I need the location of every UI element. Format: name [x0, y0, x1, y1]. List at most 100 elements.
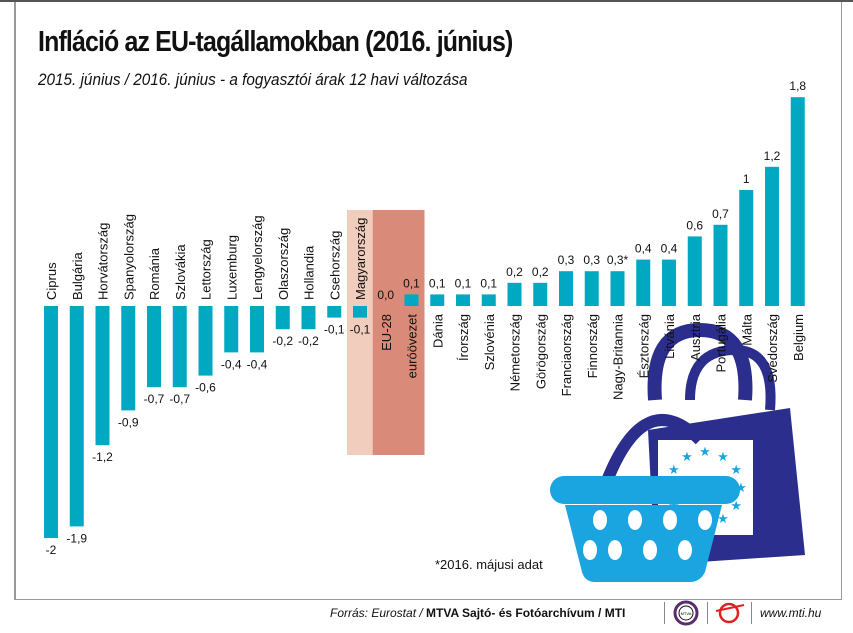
category-label: Lengyelország — [250, 215, 265, 300]
value-label: 1,8 — [789, 79, 806, 93]
website-link[interactable]: www.mti.hu — [760, 606, 822, 620]
category-label: Belgium — [791, 314, 806, 361]
value-label: 0,3* — [607, 253, 629, 267]
bar-Litvánia — [662, 259, 676, 306]
bar-Belgium — [790, 97, 805, 306]
bar-Görögország — [533, 282, 548, 306]
source-prefix: Forrás: Eurostat / — [330, 606, 427, 620]
value-label: 0,2 — [532, 265, 549, 279]
category-label: Spanyolország — [121, 214, 136, 300]
value-label: -0,2 — [272, 334, 293, 348]
divider — [751, 602, 752, 624]
value-label: 0,3 — [583, 253, 600, 267]
category-label: EU-28 — [379, 314, 394, 351]
chart-subtitle: 2015. június / 2016. június - a fogyaszt… — [38, 70, 468, 89]
category-label: Szlovénia — [482, 313, 497, 370]
bar-Írország — [456, 294, 470, 306]
drop-icon — [583, 540, 597, 560]
bar-Románia — [147, 306, 161, 388]
value-label: -0,4 — [247, 357, 268, 371]
star-icon: ★ — [730, 498, 742, 513]
top-rule — [0, 0, 853, 2]
value-label: 0,6 — [686, 218, 703, 232]
category-label: Lettország — [199, 239, 214, 300]
value-label: 0,7 — [712, 207, 729, 221]
category-label: Luxemburg — [224, 235, 239, 300]
bar-Dánia — [430, 294, 445, 306]
bar-Hollandia — [301, 306, 316, 330]
value-label: 0,0 — [377, 288, 394, 302]
divider — [664, 602, 665, 624]
bag-handle-icon — [685, 344, 776, 411]
chart-title: Infláció az EU-tagállamokban (2016. júni… — [38, 26, 513, 58]
category-label: euróövezet — [405, 314, 420, 379]
value-label: 0,2 — [506, 265, 523, 279]
value-label: 0,1 — [455, 276, 472, 290]
bar-Bulgária — [69, 306, 84, 527]
category-label: Bulgária — [70, 252, 85, 300]
category-label: Litvánia — [662, 313, 677, 359]
footnote: *2016. májusi adat — [435, 557, 543, 572]
category-label: Írország — [456, 314, 471, 361]
category-label: Ausztria — [688, 313, 703, 361]
category-label: Olaszország — [276, 228, 291, 300]
category-label: Dánia — [430, 313, 445, 348]
basket-handle-icon — [594, 414, 705, 502]
source-agency: MTVA Sajtó- és Fotóarchívum / MTI — [426, 606, 626, 620]
bar-Spanyolország — [121, 306, 136, 411]
star-icon: ★ — [717, 449, 729, 464]
category-label: Csehország — [327, 231, 342, 300]
star-icon: ★ — [681, 449, 693, 464]
category-label: Észtország — [636, 314, 651, 378]
value-label: -0,7 — [169, 392, 190, 406]
star-icon: ★ — [735, 480, 747, 495]
bar-Észtország — [636, 259, 651, 306]
drop-icon — [663, 510, 677, 530]
drop-icon — [698, 510, 712, 530]
highlight-column — [347, 210, 373, 455]
star-icon: ★ — [730, 462, 742, 477]
drop-icon — [628, 510, 642, 530]
star-icon: ★ — [717, 511, 729, 526]
drop-icon — [678, 540, 692, 560]
bar-Németország — [507, 282, 522, 306]
value-label: -0,7 — [144, 392, 165, 406]
category-label: Málta — [739, 313, 754, 346]
category-label: Ciprus — [44, 262, 59, 300]
bar-Franciaország — [559, 271, 573, 306]
bar-Ciprus — [44, 306, 58, 538]
bar-Horvátország — [95, 306, 110, 446]
basket-pattern-icon — [583, 510, 712, 560]
category-label: Franciaország — [559, 314, 574, 396]
bar-Lengyelország — [250, 306, 264, 353]
bar-Szlovákia — [172, 306, 187, 388]
value-label: -1,9 — [66, 531, 87, 545]
value-label: 0,3 — [558, 253, 575, 267]
value-label: 0,1 — [480, 276, 497, 290]
category-label: Románia — [147, 247, 162, 300]
bar-Málta — [739, 190, 754, 306]
bag-handle-icon — [647, 322, 753, 401]
basket-rim-icon — [550, 476, 740, 504]
bar-Csehország — [327, 306, 342, 318]
category-label: Finnország — [585, 314, 600, 378]
value-label: 1,2 — [764, 149, 781, 163]
category-label: Görögország — [533, 314, 548, 389]
category-label: Portugália — [714, 313, 729, 372]
category-label: Nagy-Britannia — [611, 313, 626, 400]
value-label: 0,4 — [635, 242, 652, 256]
shopping-illustration: ★★★★★★★★★★★★ — [550, 322, 805, 582]
value-label: -0,1 — [350, 323, 371, 337]
value-label: -0,1 — [324, 323, 345, 337]
divider — [707, 602, 708, 624]
frame-right — [841, 2, 842, 600]
value-label: -2 — [46, 543, 57, 557]
value-label: 0,4 — [661, 242, 678, 256]
bar-Magyarország — [353, 306, 367, 318]
category-label: Svédország — [765, 314, 780, 383]
bar-Olaszország — [275, 306, 290, 330]
bar-Szlovénia — [481, 294, 496, 306]
category-label: Horvátország — [96, 223, 111, 300]
